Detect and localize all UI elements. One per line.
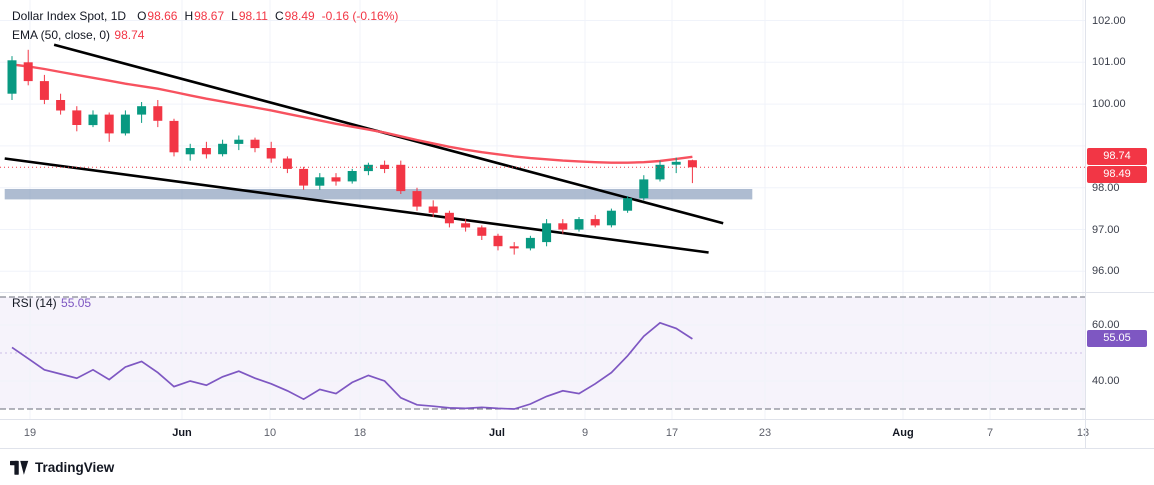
time-axis-label: 18	[353, 427, 367, 439]
price-axis-label: 98.00	[1092, 181, 1120, 194]
rsi-axis-label: 60.00	[1092, 319, 1120, 331]
ema-price-badge: 98.74	[1087, 148, 1147, 166]
axis-separator	[0, 419, 1154, 420]
pane-separator[interactable]	[0, 292, 1154, 293]
price-axis-label: 100.00	[1092, 98, 1126, 111]
time-axis-label: Jun	[172, 427, 192, 439]
price-axis-label: 101.00	[1092, 56, 1126, 69]
ema-legend-row[interactable]: EMA (50, close, 0) 98.74	[12, 26, 398, 45]
time-axis-label: 10	[263, 427, 277, 439]
low-value: 98.11	[238, 9, 268, 23]
last-price-badge: 98.49	[1087, 165, 1147, 183]
rsi-value: 55.05	[61, 296, 92, 310]
rsi-pane[interactable]	[0, 293, 1085, 419]
price-axis-label: 102.00	[1092, 14, 1126, 27]
ema-label: EMA (50, close, 0)	[12, 28, 111, 42]
time-axis[interactable]: 19 Jun 10 18 Jul 9 17 23 Aug 7 13	[0, 419, 1089, 448]
rsi-axis-label: 40.00	[1092, 375, 1120, 387]
price-axis-separator	[1085, 0, 1086, 448]
footer-toolbar: TradingView	[0, 448, 1154, 485]
time-axis-label: 17	[665, 427, 679, 439]
time-axis-label: Aug	[892, 427, 914, 439]
price-axis-label: 96.00	[1092, 265, 1120, 278]
tradingview-logo[interactable]: TradingView	[10, 458, 114, 477]
time-axis-label: 9	[581, 427, 589, 439]
open-label: O	[137, 9, 147, 23]
symbol-legend-row[interactable]: Dollar Index Spot, 1D O98.66 H98.67 L98.11 C…	[12, 7, 398, 26]
time-axis-label: 19	[23, 427, 37, 439]
price-axis[interactable]: 102.00 101.00 100.00 98.00 97.00 96.00 60.00 40…	[1085, 0, 1154, 448]
high-label: H	[184, 9, 194, 23]
change-value: -0.16 (-0.16%)	[321, 9, 399, 23]
rsi-value-badge: 55.05	[1087, 330, 1147, 348]
ema-value: 98.74	[114, 28, 145, 42]
low-label: L	[231, 9, 238, 23]
time-axis-label: 13	[1076, 427, 1090, 439]
open-value: 98.66	[147, 9, 178, 23]
time-axis-label: 7	[986, 427, 994, 439]
price-axis-label: 97.00	[1092, 223, 1120, 236]
legend: Dollar Index Spot, 1D O98.66 H98.67 L98.11 C…	[12, 7, 398, 45]
time-axis-label: 23	[758, 427, 772, 439]
high-value: 98.67	[194, 9, 225, 23]
close-label: C	[274, 9, 284, 23]
time-axis-label: Jul	[489, 427, 505, 439]
tradingview-icon	[10, 460, 29, 475]
tradingview-wordmark: TradingView	[35, 459, 115, 475]
symbol-title: Dollar Index Spot, 1D	[12, 9, 127, 23]
close-value: 98.49	[284, 9, 315, 23]
main-chart-pane[interactable]	[0, 0, 1085, 293]
rsi-label: RSI (14)	[12, 296, 57, 310]
rsi-legend-row[interactable]: RSI (14) 55.05	[12, 296, 91, 310]
